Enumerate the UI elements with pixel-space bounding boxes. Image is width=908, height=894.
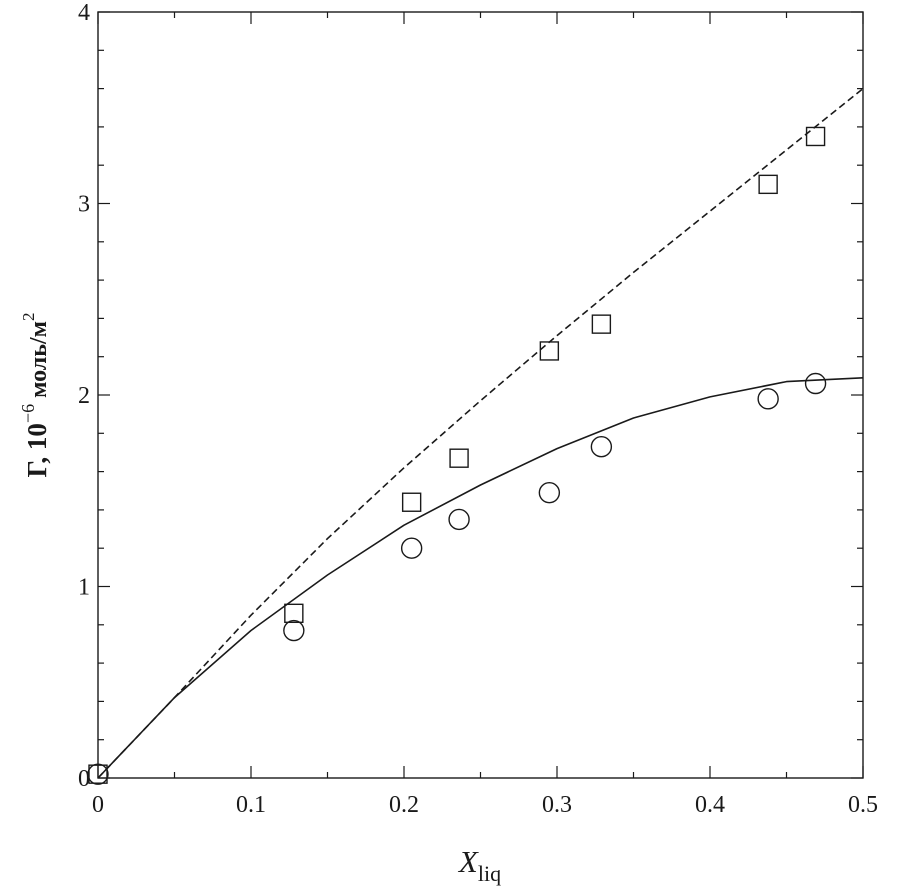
square-marker [284,603,304,624]
data-markers [87,126,827,785]
square-marker [449,448,469,468]
x-tick-label: 0.3 [542,792,572,818]
square-marker [591,314,612,334]
x-tick-label: 0.4 [695,792,725,818]
y-axis-title-unit: моль/м [26,321,52,404]
y-tick-label: 3 [78,192,90,218]
square-marker [539,341,560,361]
y-axis-title-exp: −6 [18,404,38,423]
circle-marker [448,508,470,531]
circle-marker [804,372,827,395]
y-axis-title-unit-exp: 2 [19,313,38,322]
y-axis-title: Γ, 10−6 моль/м2 [18,313,52,478]
x-tick-label: 0.2 [389,792,419,818]
circle-marker [283,619,305,642]
y-axis-title-main: Γ, 10 [22,423,52,477]
y-tick-label: 2 [78,383,90,409]
dashed-fit-line [97,87,864,779]
solid-fit-line [97,377,864,779]
y-tick-label: 4 [78,0,90,26]
fit-lines [97,87,864,779]
circle-marker [87,763,109,785]
square-marker [88,764,108,784]
circle-marker [538,481,561,504]
square-marker [805,126,826,147]
circle-marker [757,388,779,410]
x-axis-title: Xliq [457,844,501,886]
y-tick-label: 0 [78,766,90,792]
x-axis-title-sub: liq [478,861,501,886]
y-tick-label: 1 [78,575,90,601]
x-axis-title-main: X [457,844,479,879]
axis-ticks [97,11,864,779]
x-tick-label: 0.5 [848,792,878,818]
square-marker [758,174,778,195]
x-tick-label: 0 [92,792,104,818]
circle-marker [590,436,613,458]
x-tick-label: 0.1 [236,792,266,818]
square-marker [401,492,422,512]
circle-marker [400,537,423,559]
axis-tick-labels: 0 0.1 0.2 0.3 0.4 0.5 0 1 2 3 4 [78,0,878,818]
